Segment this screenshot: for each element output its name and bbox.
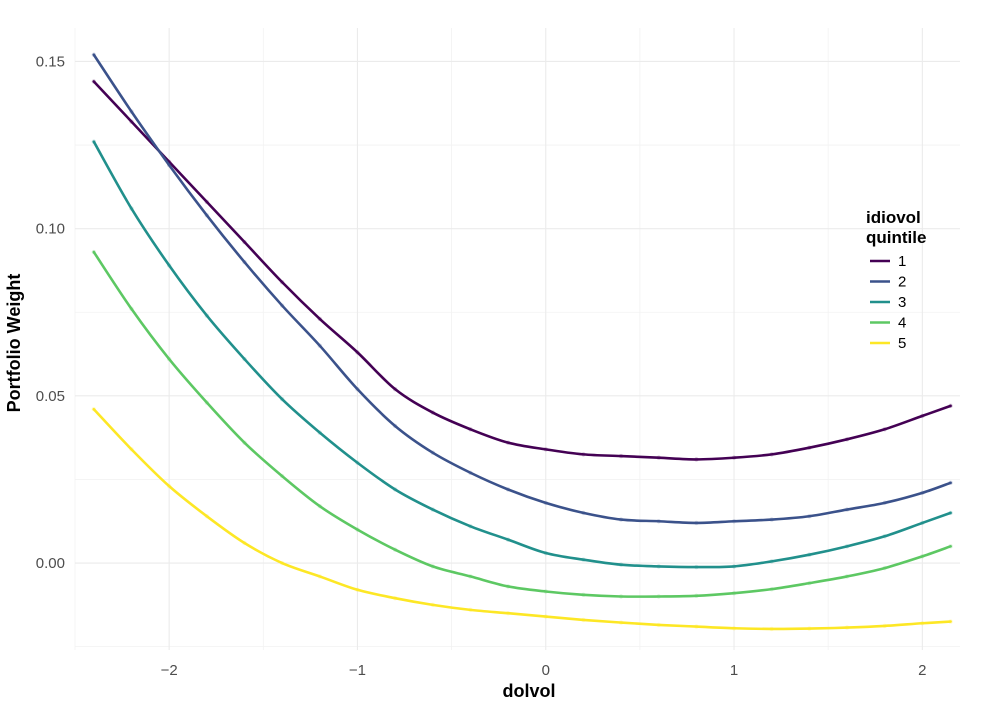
- legend-label-3: 3: [898, 294, 906, 311]
- legend-label-5: 5: [898, 335, 906, 352]
- legend-item-4: 4: [870, 315, 906, 332]
- series-4: [91, 249, 953, 599]
- legend-title-line-2: quintile: [866, 228, 926, 247]
- y-axis-title: Portfolio Weight: [4, 274, 24, 413]
- legend-items: 1 2 3 4 5: [870, 253, 906, 352]
- y-tick-label: 0.05: [36, 388, 65, 405]
- legend-item-3: 3: [870, 294, 906, 311]
- series-2-line: [92, 53, 952, 525]
- legend-label-2: 2: [898, 274, 906, 291]
- x-tick-label: 2: [918, 662, 926, 679]
- series-1: [91, 79, 953, 462]
- x-tick-label: −1: [349, 662, 366, 679]
- legend-item-1: 1: [870, 253, 906, 270]
- y-axis-ticks: 0.00 0.05 0.10 0.15: [36, 53, 65, 572]
- y-tick-label: 0.10: [36, 221, 65, 238]
- series-3-line: [92, 140, 952, 569]
- legend-title-line-1: idiovol: [866, 208, 921, 227]
- series-group: [91, 52, 953, 632]
- series-5-line: [92, 407, 952, 631]
- legend-item-5: 5: [870, 335, 906, 352]
- x-axis-title: dolvol: [503, 681, 556, 701]
- series-4-line: [92, 250, 952, 598]
- series-3: [91, 139, 953, 570]
- x-axis-ticks: −2 −1 0 1 2: [161, 662, 927, 679]
- grid: [74, 28, 960, 650]
- legend: idiovol quintile 1 2 3 4 5: [866, 208, 926, 352]
- x-tick-label: 0: [542, 662, 550, 679]
- series-5: [91, 407, 953, 632]
- legend-item-2: 2: [870, 274, 906, 291]
- series-1-line: [92, 80, 952, 461]
- series-2: [91, 52, 953, 526]
- x-tick-label: −2: [161, 662, 178, 679]
- legend-label-1: 1: [898, 253, 906, 270]
- y-tick-label: 0.00: [36, 555, 65, 572]
- legend-label-4: 4: [898, 315, 906, 332]
- y-tick-label: 0.15: [36, 53, 65, 70]
- x-tick-label: 1: [730, 662, 738, 679]
